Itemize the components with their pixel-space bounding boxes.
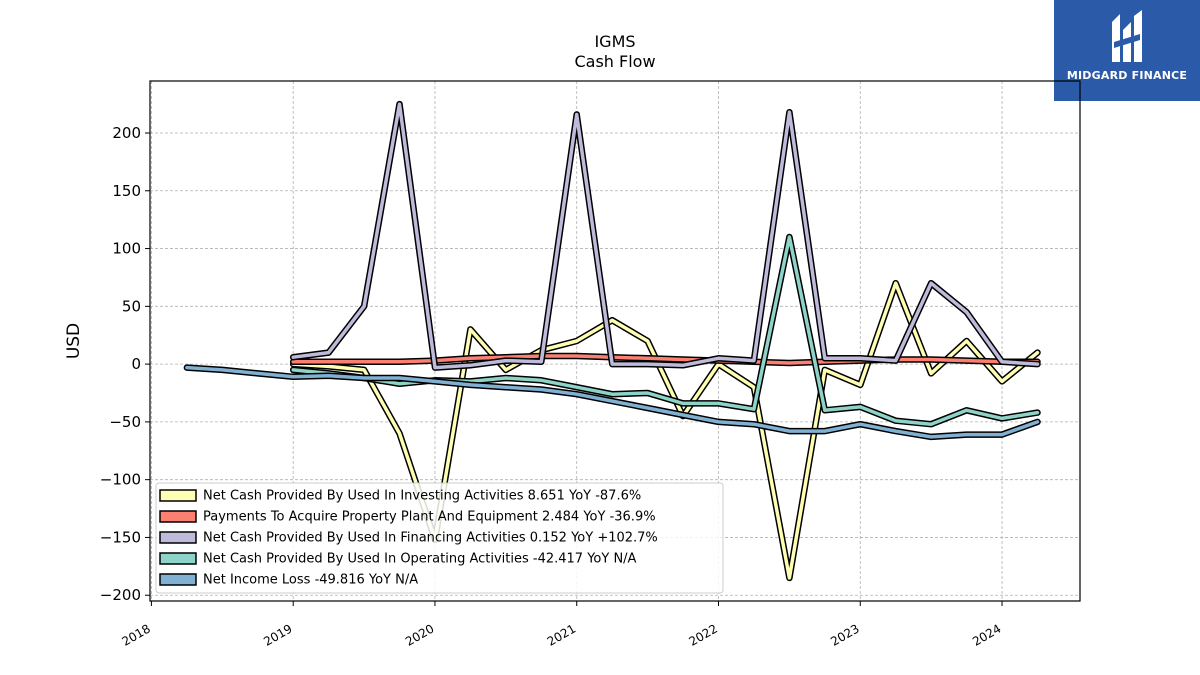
legend-item: Net Cash Provided By Used In Financing A… (159, 531, 658, 546)
y-axis-label: USD (64, 323, 84, 359)
series-4 (289, 233, 1041, 428)
y-tick-label: −200 (100, 586, 141, 604)
plot-frame (149, 80, 1081, 602)
legend-swatch (159, 510, 197, 523)
x-tick-label: 2022 (687, 621, 720, 648)
brand-name: MIDGARD FINANCE (1066, 69, 1188, 82)
y-tick-label: 200 (112, 124, 141, 142)
brand-mark-icon (1112, 10, 1142, 62)
x-tick-label: 2023 (828, 621, 861, 648)
legend-item: Net Cash Provided By Used In Investing A… (159, 489, 641, 504)
legend-label: Net Cash Provided By Used In Financing A… (203, 531, 658, 546)
chart-title-block: IGMS Cash Flow (465, 32, 765, 72)
legend-label: Net Cash Provided By Used In Investing A… (203, 489, 641, 504)
legend-swatch (159, 531, 197, 544)
series-3 (289, 100, 1041, 371)
series-5 (183, 364, 1041, 441)
legend-label: Net Cash Provided By Used In Operating A… (203, 552, 637, 567)
y-tick-label: −100 (100, 471, 141, 489)
legend-swatch (159, 573, 197, 586)
x-tick-label: 2021 (545, 621, 578, 648)
x-tick-label: 2020 (403, 621, 436, 648)
y-tick-label: 100 (112, 240, 141, 258)
y-tick-label: −150 (100, 528, 141, 546)
y-tick-label: 50 (122, 297, 141, 315)
series-line (185, 365, 1040, 439)
legend-label: Payments To Acquire Property Plant And E… (203, 510, 656, 525)
y-tick-label: 0 (131, 355, 141, 373)
legend-swatch (159, 552, 197, 565)
axis-ticks: −200 −150 −100 −50 0 50 100 150 200 2018 2019 2020 2… (100, 124, 1004, 649)
series-2 (289, 352, 1041, 367)
legend-item: Net Income Loss -49.816 YoY N/A (159, 573, 418, 588)
series-line (291, 354, 1040, 365)
x-tick-label: 2019 (261, 621, 294, 648)
y-tick-label: 150 (112, 182, 141, 200)
chart-subtitle: Cash Flow (574, 52, 656, 71)
legend-item: Payments To Acquire Property Plant And E… (159, 510, 656, 525)
legend-item: Net Cash Provided By Used In Operating A… (159, 552, 637, 567)
legend-swatch (159, 489, 197, 502)
brand-logo: MIDGARD FINANCE (1054, 0, 1200, 101)
series-line (291, 102, 1040, 370)
legend-box (155, 482, 724, 594)
y-tick-label: −50 (109, 413, 141, 431)
chart-title: IGMS (594, 32, 636, 51)
legend-label: Net Income Loss -49.816 YoY N/A (203, 573, 418, 588)
x-tick-label: 2018 (119, 621, 152, 648)
x-tick-label: 2024 (970, 621, 1003, 648)
series-line-outline (289, 233, 1041, 428)
legend: Net Cash Provided By Used In Investing A… (155, 482, 724, 594)
